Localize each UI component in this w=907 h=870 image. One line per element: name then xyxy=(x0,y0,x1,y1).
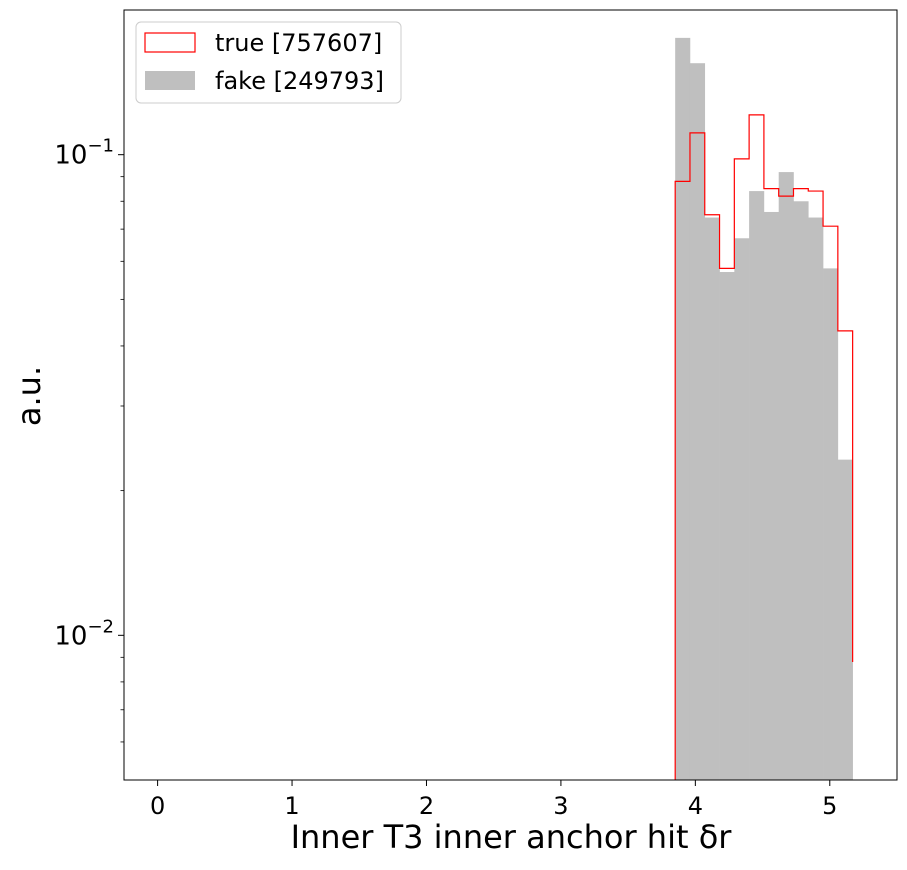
fake-series-bars xyxy=(675,37,853,781)
plot-area xyxy=(123,9,898,781)
x-tick-label: 1 xyxy=(284,792,299,820)
fake-bar xyxy=(763,211,779,780)
fake-bar xyxy=(837,459,853,780)
x-tick-label: 4 xyxy=(688,792,703,820)
fake-bar xyxy=(749,191,765,781)
y-axis-minor-ticks xyxy=(120,176,124,743)
legend: true [757607] fake [249793] xyxy=(135,21,402,104)
x-tick-label: 5 xyxy=(822,792,837,820)
legend-box xyxy=(135,21,402,104)
legend-fake-swatch xyxy=(145,71,195,90)
fake-bar xyxy=(778,172,794,780)
fake-bar xyxy=(823,268,839,780)
fake-bar xyxy=(704,217,720,781)
legend-true-swatch xyxy=(144,32,196,53)
fake-bar xyxy=(689,63,706,780)
x-tick-label: 3 xyxy=(553,792,568,820)
x-axis-ticks: 0 1 2 3 4 5 xyxy=(150,780,837,820)
fake-bar xyxy=(808,217,824,781)
fake-bar xyxy=(719,272,735,780)
axes-frame xyxy=(123,9,898,781)
x-axis-label: Inner T3 inner anchor hit δr xyxy=(291,818,733,856)
y-tick-label: 10−2 xyxy=(54,616,114,651)
x-tick-label: 2 xyxy=(419,792,434,820)
legend-true-label: true [757607] xyxy=(215,29,382,57)
fake-bar xyxy=(734,238,750,781)
legend-fake-label: fake [249793] xyxy=(215,67,384,95)
x-tick-label: 0 xyxy=(150,792,165,820)
fake-bar xyxy=(675,37,691,780)
y-axis-label: a.u. xyxy=(10,366,48,426)
y-tick-label: 10−1 xyxy=(54,136,114,171)
y-axis-ticks: 10−1 10−2 xyxy=(54,136,124,651)
fake-bar xyxy=(793,201,809,780)
true-series-step-line xyxy=(674,114,854,780)
